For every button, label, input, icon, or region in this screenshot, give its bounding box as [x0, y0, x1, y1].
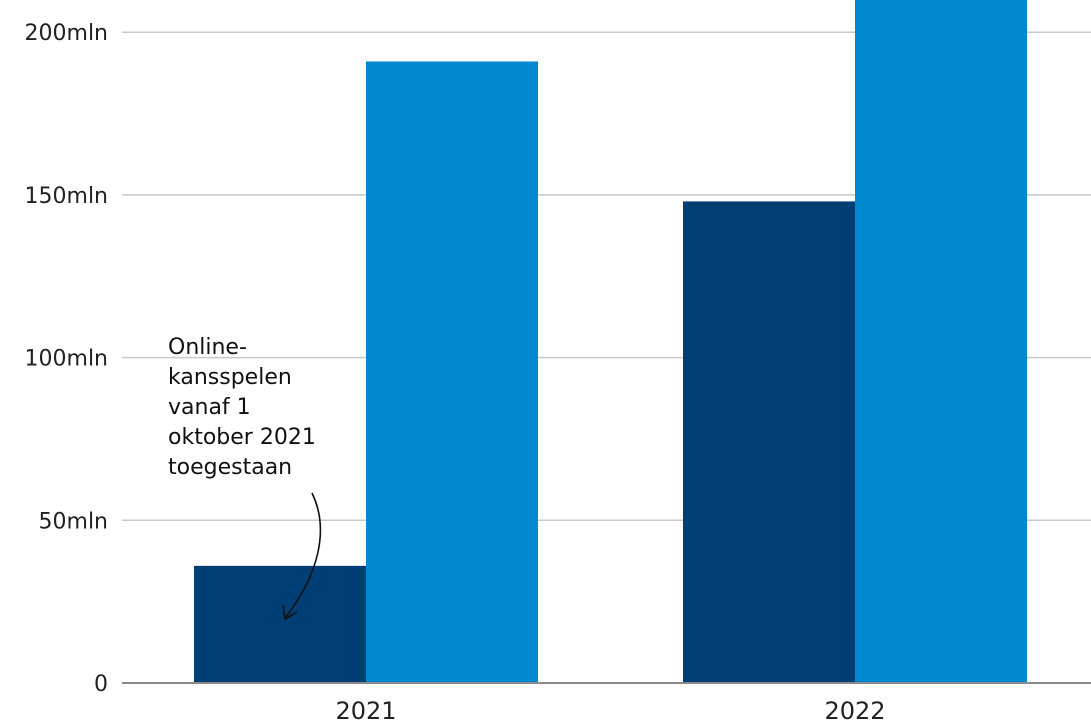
- y-tick-label: 200mln: [25, 21, 108, 46]
- bar-2022-series-2: [855, 0, 1027, 684]
- y-tick-label: 150mln: [25, 184, 108, 209]
- y-tick-label: 100mln: [25, 347, 108, 372]
- annotation-line: toegestaan: [168, 455, 292, 480]
- annotation-line: oktober 2021: [168, 425, 316, 450]
- bars: [194, 0, 1027, 684]
- annotation-arrowhead: [282, 604, 298, 620]
- x-category-label: 2022: [824, 697, 885, 722]
- annotation: Online-kansspelen vanaf 1 oktober 2021 toeg…: [168, 335, 322, 620]
- y-tick-label: 0: [94, 672, 108, 697]
- annotation-line: vanaf 1: [168, 395, 251, 420]
- annotation-line: kansspelen: [168, 365, 292, 390]
- x-category-label: 2021: [335, 697, 396, 722]
- annotation-text: Online-kansspelen vanaf 1 oktober 2021 toeg…: [168, 335, 316, 480]
- y-axis-tick-labels: 0 50mln 100mln 150mln 200mln: [25, 21, 108, 697]
- y-tick-label: 50mln: [39, 509, 108, 534]
- annotation-arrow: [285, 492, 322, 618]
- bar-2021-series-2: [366, 61, 538, 683]
- x-axis-category-labels: 2021 2022: [335, 697, 885, 722]
- bar-2021-series-1: [194, 565, 366, 683]
- bar-2022-series-1: [683, 201, 855, 683]
- annotation-line: Online-: [168, 335, 247, 360]
